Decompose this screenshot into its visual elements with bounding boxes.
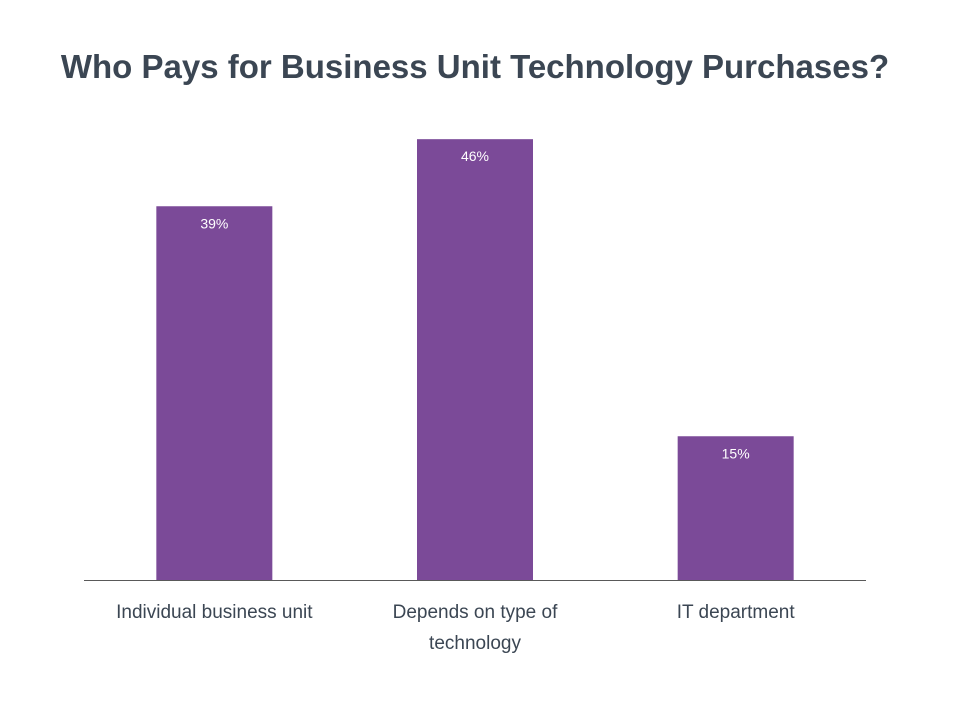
category-label-1: Individual business unit xyxy=(116,602,313,623)
bar-value-label-3: 15% xyxy=(722,445,750,461)
bar-value-label-1: 39% xyxy=(200,215,228,231)
bar-2 xyxy=(417,139,533,580)
category-label-3: IT department xyxy=(677,602,796,623)
chart-title: Who Pays for Business Unit Technology Pu… xyxy=(60,48,890,85)
bar-1 xyxy=(156,206,273,580)
bar-value-label-2: 46% xyxy=(461,148,489,164)
bar-3 xyxy=(677,436,794,580)
category-label-2: Depends on type of technology xyxy=(393,602,559,654)
